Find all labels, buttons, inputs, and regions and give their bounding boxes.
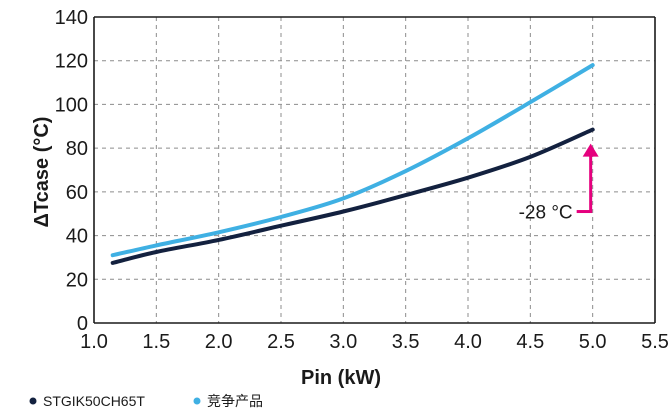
annotation-label-0: -28 °C <box>519 203 573 224</box>
legend: STGIK50CH65T 竞争产品 <box>29 393 263 409</box>
y-tick-label-1: 20 <box>66 269 88 291</box>
y-axis-title: ΔTcase (°C) <box>31 117 53 228</box>
y-tick-label-6: 120 <box>55 51 88 73</box>
legend-marker-stgik50ch65t <box>29 397 37 405</box>
y-tick-label-2: 40 <box>66 226 88 248</box>
x-tick-label-0: 1.0 <box>80 331 108 353</box>
x-tick-label-4: 3.0 <box>329 331 357 353</box>
series-line-series <box>110 63 595 258</box>
difference-annotation: -28 °C <box>519 143 599 224</box>
series-line-stgik50ch65t <box>110 127 595 265</box>
axes <box>93 16 656 324</box>
y-tick-label-3: 60 <box>66 182 88 204</box>
legend-marker-series <box>193 397 201 405</box>
x-axis-title: Pin (kW) <box>301 367 381 389</box>
legend-label-stgik50ch65t: STGIK50CH65T <box>43 393 145 409</box>
y-tick-label-7: 140 <box>55 7 88 29</box>
legend-label-series: 竞争产品 <box>207 393 263 409</box>
y-tick-label-0: 0 <box>77 313 88 335</box>
x-tick-label-1: 1.5 <box>142 331 170 353</box>
x-tick-label-5: 3.5 <box>392 331 420 353</box>
tick-labels: 1.0 1.5 2.0 2.5 3.0 3.5 4.0 4.5 5.0 5.5 0 20 40 60 80 1… <box>55 7 669 353</box>
x-tick-label-6: 4.0 <box>454 331 482 353</box>
data-series <box>110 63 595 265</box>
x-tick-label-2: 2.0 <box>205 331 233 353</box>
x-tick-label-7: 4.5 <box>516 331 544 353</box>
annotation-arrow-head-0 <box>582 143 599 157</box>
y-tick-label-5: 100 <box>55 94 88 116</box>
x-tick-label-3: 2.5 <box>267 331 295 353</box>
x-tick-label-9: 5.5 <box>641 331 669 353</box>
x-tick-label-8: 5.0 <box>579 331 607 353</box>
grid-lines <box>94 17 655 323</box>
y-tick-label-4: 80 <box>66 138 88 160</box>
